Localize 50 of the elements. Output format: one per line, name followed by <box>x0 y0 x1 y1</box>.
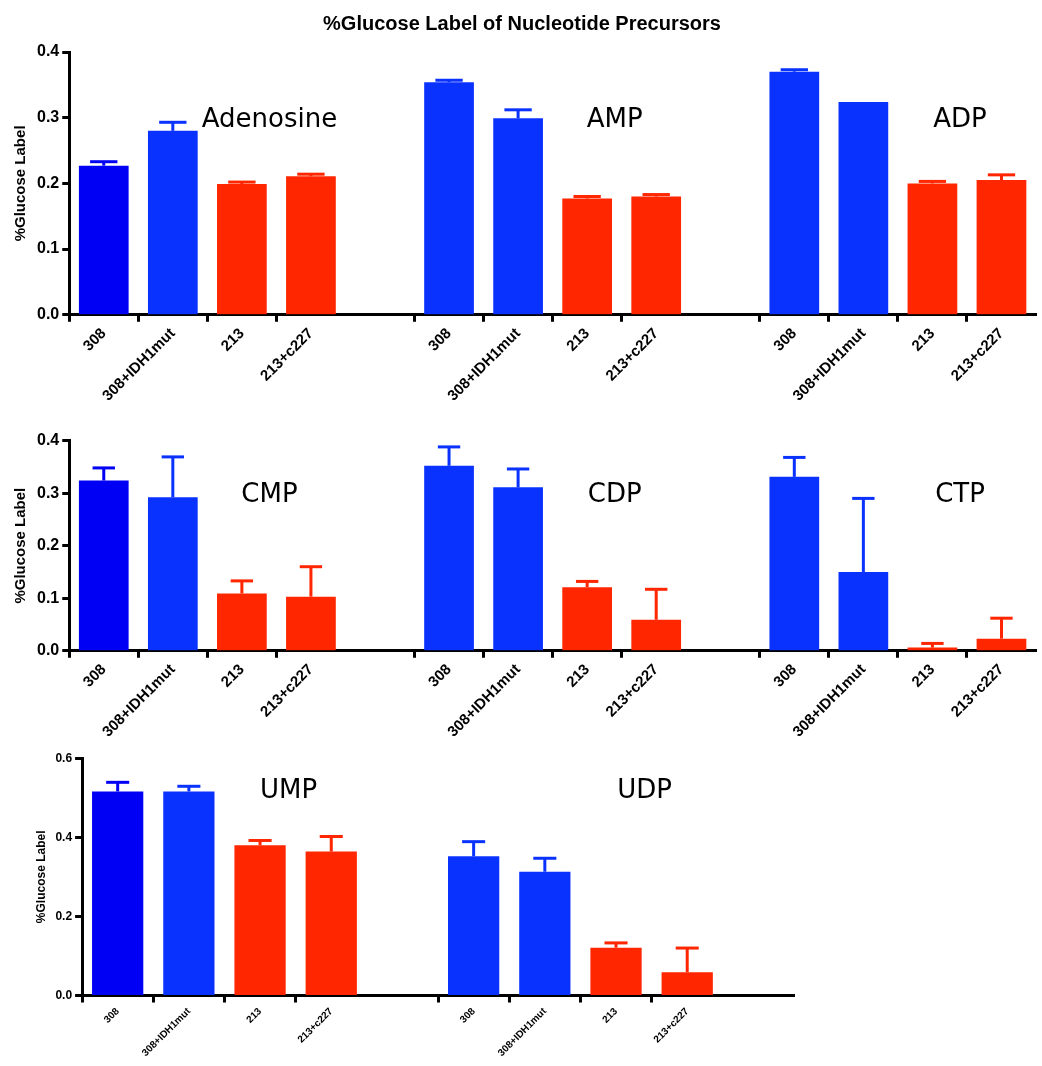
bar <box>838 101 889 315</box>
bar <box>217 184 267 315</box>
annotation: CTP <box>935 478 985 508</box>
x-tick-label: 308 <box>101 1005 122 1025</box>
y-axis-title: %Glucose Label <box>11 125 29 242</box>
x-tick-label: 213 <box>562 324 593 354</box>
y-tick-label: 0.2 <box>36 173 60 191</box>
y-tick-label: 0.4 <box>55 829 73 844</box>
x-tick-label: 213 <box>562 660 593 690</box>
y-tick-label: 0.6 <box>55 750 73 765</box>
bar <box>976 180 1027 315</box>
annotation: CMP <box>241 478 298 508</box>
x-tick-label: 308 <box>457 1005 478 1025</box>
x-tick-label: 213 <box>243 1005 264 1025</box>
y-tick-label: 0.2 <box>36 536 60 554</box>
bar <box>234 845 286 996</box>
x-tick-label: 213 <box>599 1005 620 1025</box>
y-axis-title: %Glucose Label <box>11 487 29 604</box>
chart-title: %Glucose Label of Nucleotide Precursors <box>323 11 721 34</box>
bar <box>907 183 958 315</box>
y-tick-label: 0.2 <box>55 908 73 923</box>
bar <box>590 947 642 996</box>
bar <box>631 196 682 315</box>
bar <box>769 71 820 315</box>
y-tick-label: 0.0 <box>55 987 73 1002</box>
bar <box>163 791 215 996</box>
y-tick-label: 0.3 <box>36 483 60 501</box>
y-tick-label: 0.3 <box>36 108 60 126</box>
bar <box>562 587 613 651</box>
annotation: Adenosine <box>201 103 338 134</box>
y-tick-label: 0.4 <box>36 42 60 60</box>
bar <box>78 165 129 315</box>
x-tick-label: 213 <box>217 324 247 354</box>
y-axis-title: %Glucose Label <box>33 830 48 924</box>
bar <box>562 198 613 315</box>
y-tick-label: 0.1 <box>36 239 60 257</box>
x-tick-label: 213 <box>907 660 938 690</box>
annotation: CDP <box>587 478 642 508</box>
annotation: AMP <box>586 103 643 134</box>
bar <box>286 176 336 315</box>
annotation: UMP <box>259 774 318 805</box>
x-tick-label: 213 <box>907 324 938 354</box>
x-tick-label: 213 <box>217 660 247 690</box>
y-tick-label: 0.0 <box>36 305 60 323</box>
annotation: ADP <box>933 103 987 134</box>
annotation: UDP <box>617 774 672 805</box>
y-tick-label: 0.4 <box>36 431 60 449</box>
y-tick-label: 0.0 <box>36 641 60 659</box>
y-tick-label: 0.1 <box>36 588 60 606</box>
bar <box>424 82 474 315</box>
